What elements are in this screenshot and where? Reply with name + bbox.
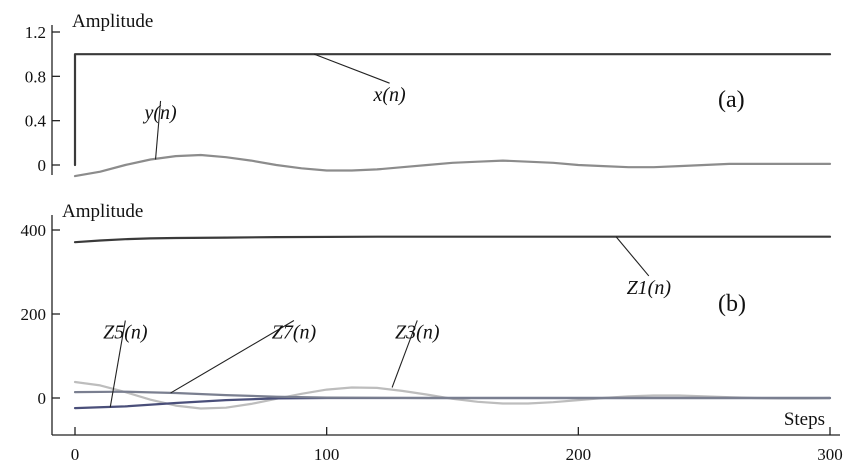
series-label-z3-n: Z3(n) xyxy=(395,321,440,343)
annotation-leader-z1-n xyxy=(615,236,650,277)
series-label-z7-n: Z7(n) xyxy=(272,321,317,343)
panel-label: (a) xyxy=(718,87,745,113)
annotation-leader-x-n xyxy=(313,53,390,84)
series-label-x-n: x(n) xyxy=(372,84,406,106)
x-tick-label: 300 xyxy=(817,445,843,464)
series-line-z3-n xyxy=(73,380,832,410)
panel-a: 1.2 0.8 0.4 0 Amplitude x(n) y(n) (a) xyxy=(25,11,832,178)
series-line-y-n xyxy=(73,153,832,178)
annotation-leader-z7-n xyxy=(170,320,295,394)
series-line-x-n xyxy=(73,53,832,167)
y-axis-title: Amplitude xyxy=(62,201,143,222)
x-axis-title: Steps xyxy=(784,409,825,430)
y-tick-label: 200 xyxy=(21,305,47,324)
series-line-z7-n xyxy=(73,390,832,400)
y-tick-label: 0 xyxy=(38,389,47,408)
series-label-z1-n: Z1(n) xyxy=(627,277,672,299)
x-tick-label: 0 xyxy=(71,445,80,464)
series-line-z1-n xyxy=(73,235,832,244)
y-tick-label: 0.8 xyxy=(25,67,46,86)
series-label-z5-n: Z5(n) xyxy=(103,321,148,343)
panel-label: (b) xyxy=(718,291,746,317)
x-tick-label: 100 xyxy=(314,445,340,464)
annotation-leader-z5-n xyxy=(109,320,126,408)
y-tick-label: 1.2 xyxy=(25,23,46,42)
y-axis-title: Amplitude xyxy=(72,11,153,32)
annotation-leader-z3-n xyxy=(391,320,418,388)
y-tick-label: 0 xyxy=(38,156,47,175)
y-tick-label: 0.4 xyxy=(25,112,47,131)
panel-b: 400 200 0 0 100 200 300 Steps Amplitude Z1(n) Z5(n… xyxy=(21,201,843,464)
series-label-y-n: y(n) xyxy=(142,102,177,124)
x-tick-label: 200 xyxy=(566,445,592,464)
y-tick-label: 400 xyxy=(21,221,47,240)
annotation-leader-y-n xyxy=(154,100,162,160)
